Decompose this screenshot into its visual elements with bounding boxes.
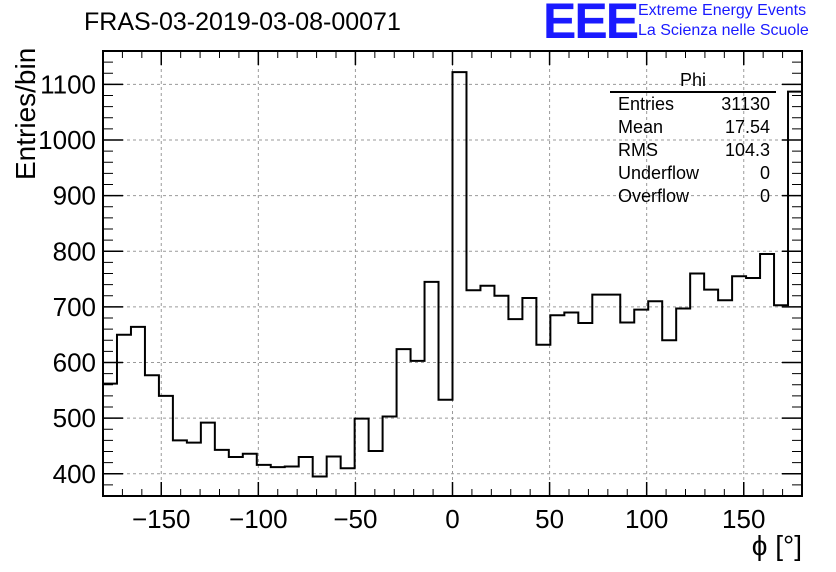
x-tick-label: −100 [229,504,288,534]
stats-label: Overflow [618,186,690,206]
y-tick-label: 900 [53,181,96,211]
x-tick-label: −50 [333,504,377,534]
y-axis-label: Entries/bin [10,47,41,180]
x-tick-label: 150 [722,504,765,534]
y-tick-label: 500 [53,403,96,433]
stats-row-rms: RMS 104.3 [610,139,776,162]
stats-box: Phi Entries 31130 Mean 17.54 RMS 104.3 U… [610,70,776,208]
x-axis-label: ϕ [°] [751,530,802,561]
stats-value: 17.54 [724,117,770,137]
y-tick-label: 1100 [40,69,96,99]
tick-labels: −150 −100 −50 0 50 100 150 400 500 600 700 800 900 10… [38,69,765,534]
stats-row-entries: Entries 31130 [610,93,776,116]
stats-label: Entries [618,94,675,114]
logo-subtitle-line1: Extreme Energy Events [638,2,807,19]
stats-value: 0 [759,186,770,206]
stats-box-title: Phi [610,70,776,93]
histogram-series-line [103,71,802,478]
y-tick-label: 700 [53,292,96,322]
axis-ticks [103,51,802,496]
y-tick-label: 800 [53,236,96,266]
y-tick-label: 400 [53,459,96,489]
y-tick-label: 600 [53,348,96,378]
x-tick-label: 100 [625,504,668,534]
x-tick-label: 50 [535,504,564,534]
x-tick-label: 0 [445,504,459,534]
y-tick-label: 1000 [38,125,96,155]
stats-row-overflow: Overflow 0 [610,185,776,208]
stats-row-underflow: Underflow 0 [610,162,776,185]
chart-title: FRAS-03-2019-03-08-00071 [84,8,401,36]
stats-value: 0 [759,163,770,183]
stats-label: Mean [618,117,664,137]
stats-value: 31130 [721,94,770,114]
x-tick-label: −150 [132,504,191,534]
eee-logo: EEE [543,0,639,49]
stats-label: RMS [618,140,658,160]
logo-subtitle-line2: La Scienza nelle Scuole [638,22,809,39]
stats-row-mean: Mean 17.54 [610,116,776,139]
stats-value: 104.3 [724,140,770,160]
stats-label: Underflow [618,163,700,183]
plot-frame [102,50,803,497]
